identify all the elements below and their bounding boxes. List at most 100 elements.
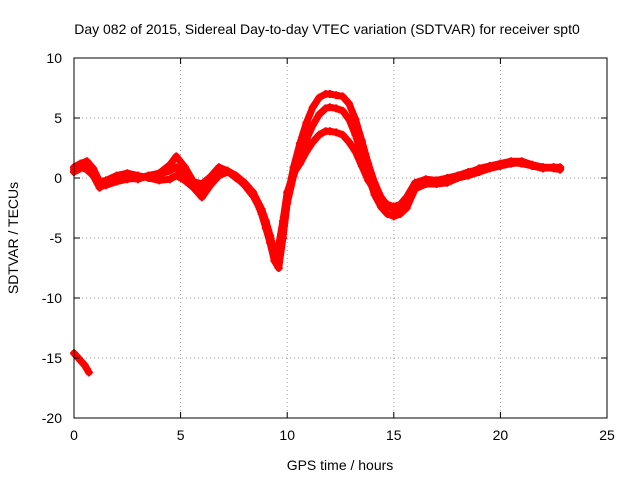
data-point: [325, 90, 334, 98]
data-point: [345, 115, 354, 124]
data-point: [172, 171, 181, 180]
data-point: [82, 157, 91, 166]
data-point: [283, 188, 292, 197]
data-point: [464, 168, 473, 176]
data-point: [165, 166, 174, 175]
data-point: [389, 212, 398, 221]
data-point: [345, 99, 354, 108]
data-point: [332, 128, 341, 137]
data-point: [89, 164, 98, 173]
data-point: [76, 159, 85, 168]
y-axis-label: SDTVAR / TECUs: [5, 182, 21, 294]
data-point: [144, 174, 153, 182]
data-point: [133, 171, 142, 180]
data-point: [528, 162, 537, 170]
data-point: [308, 103, 317, 112]
series-track-c: [70, 127, 564, 254]
y-tick-label: -15: [42, 350, 62, 366]
data-point: [308, 121, 317, 130]
data-point: [364, 176, 373, 185]
data-point: [325, 127, 334, 136]
tick-labels: 0 5 10 15 20 25 -20 -15 -10 -5 0 5 10: [42, 50, 615, 443]
data-point: [123, 169, 132, 178]
data-point: [496, 160, 505, 169]
data-point: [315, 130, 324, 139]
data-point: [402, 193, 411, 202]
data-point: [377, 195, 386, 204]
data-point: [82, 165, 91, 174]
data-point: [278, 217, 287, 226]
data-point: [370, 186, 379, 194]
data-point: [261, 219, 270, 228]
axis-ticks: [73, 57, 608, 419]
data-point: [383, 210, 392, 218]
data-point: [165, 175, 174, 184]
data-point: [351, 130, 360, 139]
data-point: [266, 234, 275, 242]
data-point: [249, 192, 258, 200]
data-point: [295, 159, 304, 168]
data-point: [351, 147, 360, 156]
data-point: [315, 110, 324, 119]
data-point: [332, 104, 341, 113]
x-tick-label: 25: [599, 427, 615, 443]
data-point: [453, 171, 462, 180]
data-point: [507, 158, 516, 167]
data-point: [270, 256, 279, 265]
y-tick-label: 0: [54, 170, 62, 186]
x-tick-label: 10: [279, 427, 295, 443]
data-point: [539, 164, 548, 173]
data-point: [432, 176, 441, 185]
data-point: [302, 147, 311, 156]
data-point: [411, 178, 420, 187]
data-point: [84, 368, 93, 377]
data-point: [274, 241, 283, 250]
y-tick-label: -10: [42, 290, 62, 306]
data-point: [172, 152, 181, 161]
data-point: [302, 135, 311, 144]
y-tick-label: 10: [46, 50, 62, 66]
data-point: [517, 159, 526, 168]
data-point: [421, 175, 430, 184]
data-point: [475, 165, 484, 174]
y-tick-label: 5: [54, 110, 62, 126]
data-point: [180, 176, 189, 185]
x-tick-label: 0: [70, 427, 78, 443]
data-point: [101, 176, 110, 185]
y-tick-label: -20: [42, 410, 62, 426]
data-point: [443, 174, 452, 182]
data-point: [383, 200, 392, 209]
data-point: [396, 200, 405, 209]
data-point: [232, 172, 241, 181]
data-point: [197, 193, 206, 202]
data-point: [389, 202, 398, 211]
data-point: [155, 176, 164, 185]
data-point: [257, 207, 266, 216]
data-point: [332, 91, 341, 100]
x-tick-label: 20: [493, 427, 509, 443]
data-point: [112, 171, 121, 180]
data-point: [345, 138, 354, 146]
data-point: [95, 177, 104, 186]
data-point: [274, 264, 283, 272]
data-point: [289, 169, 298, 178]
x-tick-label: 15: [386, 427, 402, 443]
series-track-b: [70, 103, 564, 272]
data-point: [189, 183, 198, 192]
data-point: [402, 204, 411, 212]
data-point: [377, 202, 386, 211]
data-point: [302, 118, 311, 127]
data-point: [485, 163, 494, 172]
data-point: [321, 104, 330, 113]
data-point: [556, 163, 565, 172]
y-tick-label: -5: [50, 230, 63, 246]
data-point: [270, 246, 279, 254]
data-point: [206, 181, 215, 190]
data-point: [172, 163, 181, 172]
data-point: [396, 210, 405, 218]
data-point: [338, 92, 347, 101]
data-point: [308, 138, 317, 146]
data-point: [357, 162, 366, 170]
data-point: [240, 181, 249, 190]
